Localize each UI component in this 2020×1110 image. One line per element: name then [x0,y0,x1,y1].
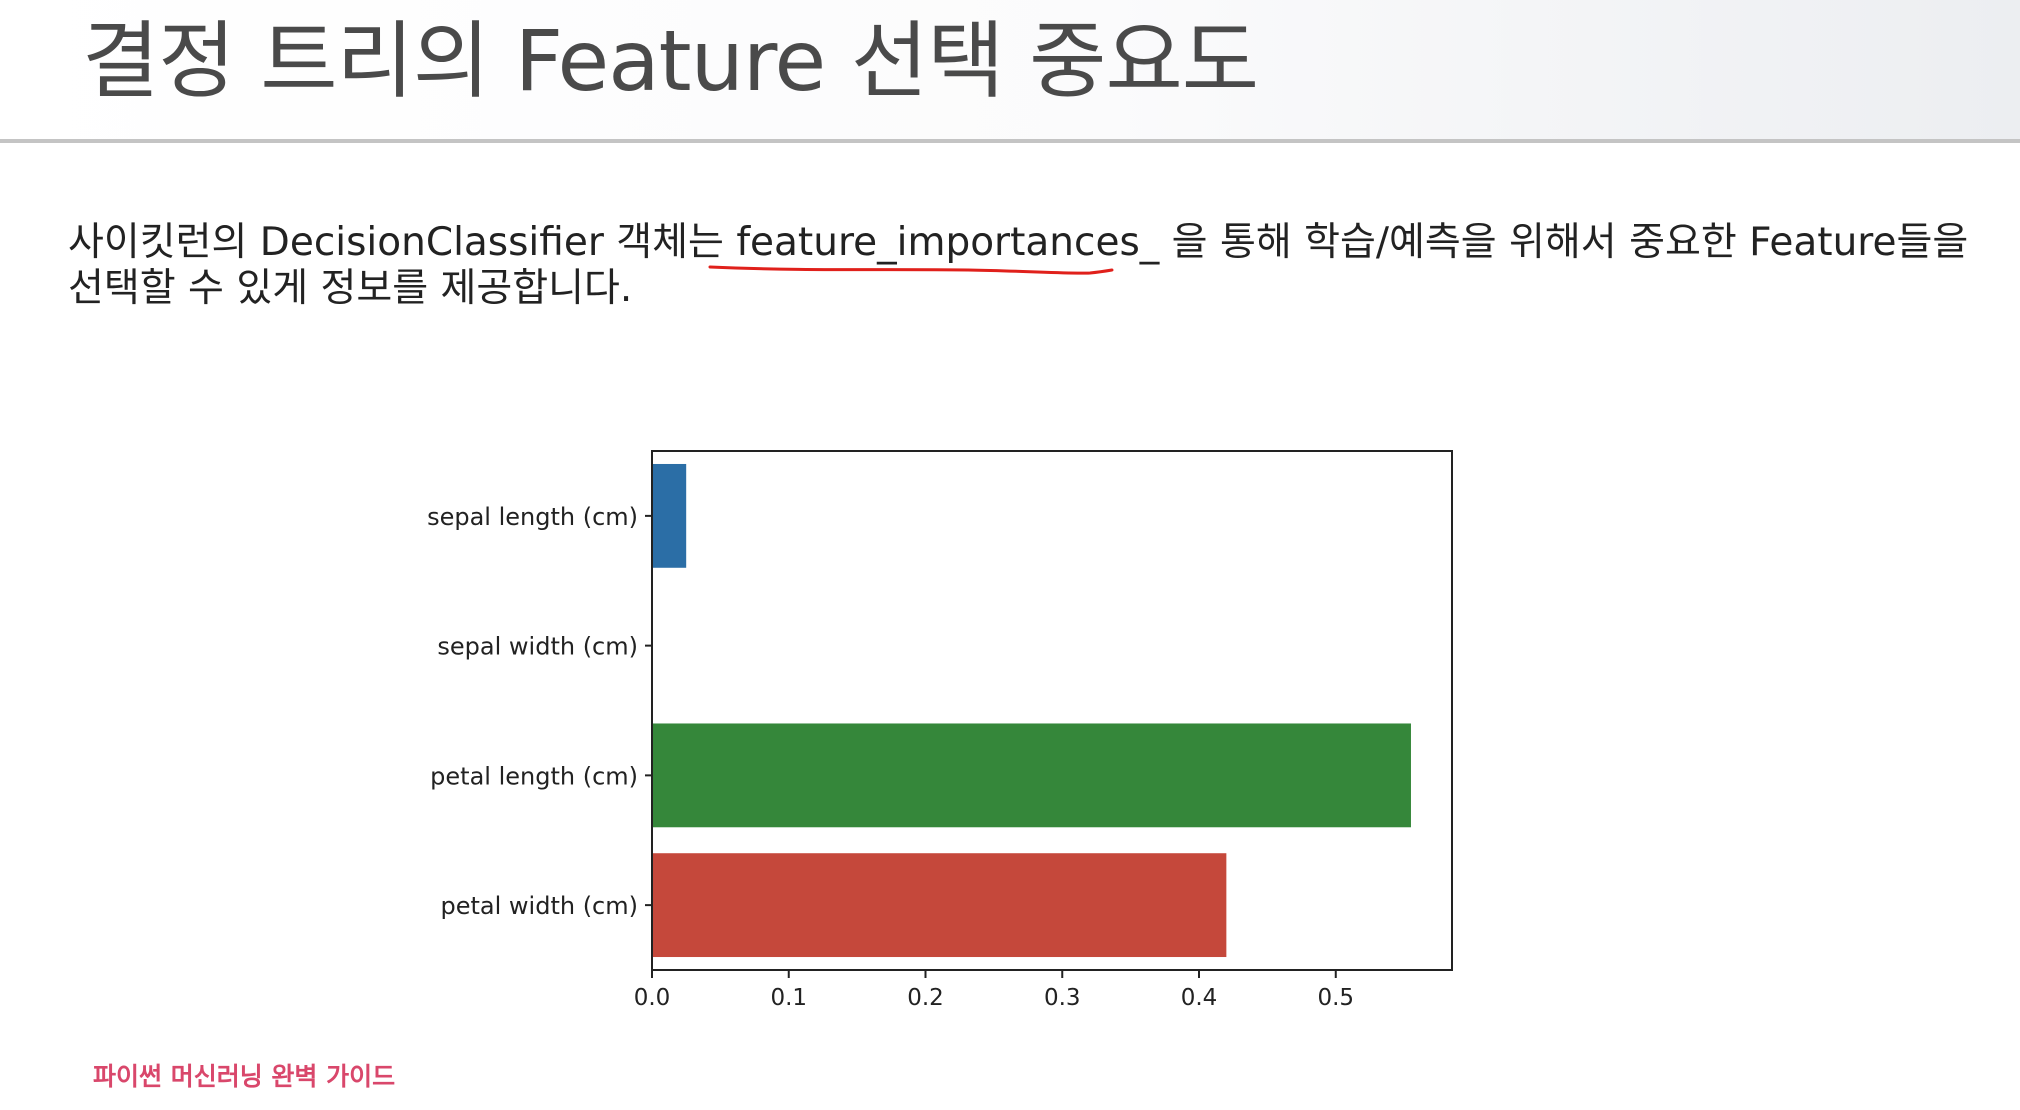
x-tick-label: 0.4 [1181,985,1218,1011]
slide-title: 결정 트리의 Feature 선택 중요도 [82,12,1259,110]
body-line-2: 선택할 수 있게 정보를 제공합니다. [68,266,633,311]
footer-guide-title: 파이썬 머신러닝 완벽 가이드 [93,1062,396,1091]
slide-body-text: 사이킷런의 DecisionClassifier 객체는 feature_imp… [68,220,1988,312]
body-line-1-intro: 사이킷런의 DecisionClassifier 객체는 [68,220,737,265]
title-divider [0,139,2020,143]
x-tick-label: 0.0 [634,985,671,1011]
y-tick-label: sepal width (cm) [437,633,638,661]
x-tick-label: 0.3 [1044,985,1081,1011]
y-tick-label: petal length (cm) [430,762,638,790]
x-tick-label: 0.1 [770,985,807,1011]
plot-area-frame [651,450,1453,971]
slide-header-band [0,0,2020,140]
y-tick-label: petal width (cm) [441,892,639,920]
bar-sepal-length [653,463,687,568]
x-tick-label: 0.5 [1317,985,1354,1011]
bar-petal-length [653,723,1411,828]
bar-petal-width [653,853,1227,958]
red-underline-annotation [708,265,1114,275]
body-line-1-rest: 을 통해 학습/예측을 위해서 중요한 Feature들을 [1159,220,1969,265]
feature-importances-term: feature_importances_ [736,220,1160,265]
x-tick-label: 0.2 [907,985,944,1011]
body-line-1: 사이킷런의 DecisionClassifier 객체는 feature_imp… [68,220,1988,266]
y-tick-label: sepal length (cm) [427,503,638,531]
